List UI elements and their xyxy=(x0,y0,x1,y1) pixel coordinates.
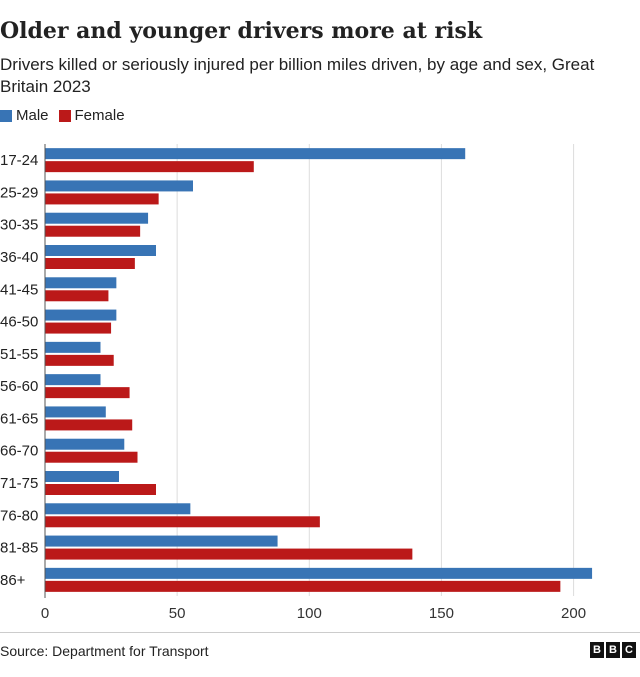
bar-female xyxy=(45,258,135,269)
bar-female xyxy=(45,161,254,173)
category-label: 61-65 xyxy=(0,410,38,427)
category-label: 76-80 xyxy=(0,507,38,524)
bar-male xyxy=(45,148,466,160)
legend: Male Female xyxy=(0,107,135,124)
bar-male xyxy=(45,341,101,353)
category-label: 17-24 xyxy=(0,152,38,169)
category-label: 81-85 xyxy=(0,540,38,557)
category-label: 86+ xyxy=(0,572,26,589)
bar-female xyxy=(45,580,561,592)
legend-label-female: Female xyxy=(74,107,125,124)
category-label: 46-50 xyxy=(0,314,38,331)
category-label: 51-55 xyxy=(0,346,38,363)
category-label: 41-45 xyxy=(0,281,38,298)
bar-female xyxy=(45,484,156,495)
footer-divider xyxy=(0,632,640,633)
bar-male xyxy=(45,438,125,450)
category-label: 66-70 xyxy=(0,443,38,460)
bar-female xyxy=(45,354,114,366)
bar-female xyxy=(45,290,109,302)
bar-female xyxy=(45,225,141,237)
legend-item-female: Female xyxy=(58,107,125,124)
bar-male xyxy=(45,471,119,482)
bar-female xyxy=(45,193,159,205)
bar-female xyxy=(45,322,112,334)
bar-male xyxy=(45,503,191,515)
x-tick-label: 150 xyxy=(429,605,454,622)
category-label: 56-60 xyxy=(0,378,38,395)
bar-male xyxy=(45,309,117,321)
bar-female xyxy=(45,419,133,431)
bar-female xyxy=(45,548,413,560)
logo-letter: C xyxy=(622,642,636,658)
source-note: Source: Department for Transport xyxy=(0,643,209,659)
bar-male xyxy=(45,406,106,418)
legend-item-male: Male xyxy=(0,107,49,124)
x-tick-label: 100 xyxy=(297,605,322,622)
category-label: 36-40 xyxy=(0,249,38,266)
bar-male xyxy=(45,212,149,224)
legend-swatch-female xyxy=(58,109,71,122)
x-tick-label: 0 xyxy=(41,605,49,622)
bar-female xyxy=(45,516,320,528)
bar-female xyxy=(45,451,138,463)
bar-male xyxy=(45,535,278,547)
bar-male xyxy=(45,567,593,579)
x-tick-label: 200 xyxy=(561,605,586,622)
bbc-logo: B B C xyxy=(588,642,636,658)
x-tick-label: 50 xyxy=(169,605,186,622)
bar-male xyxy=(45,245,156,256)
category-label: 71-75 xyxy=(0,475,38,492)
category-label: 30-35 xyxy=(0,217,38,234)
bar-male xyxy=(45,374,101,386)
chart-title: Older and younger drivers more at risk xyxy=(0,18,483,44)
category-label: 25-29 xyxy=(0,184,38,201)
chart-subtitle: Drivers killed or seriously injured per … xyxy=(0,55,595,96)
legend-swatch-male xyxy=(0,109,12,122)
legend-label-male: Male xyxy=(16,107,49,124)
bar-female xyxy=(45,387,130,399)
bar-male xyxy=(45,277,117,289)
logo-letter: B xyxy=(590,642,604,658)
bar-male xyxy=(45,180,193,192)
logo-letter: B xyxy=(606,642,620,658)
